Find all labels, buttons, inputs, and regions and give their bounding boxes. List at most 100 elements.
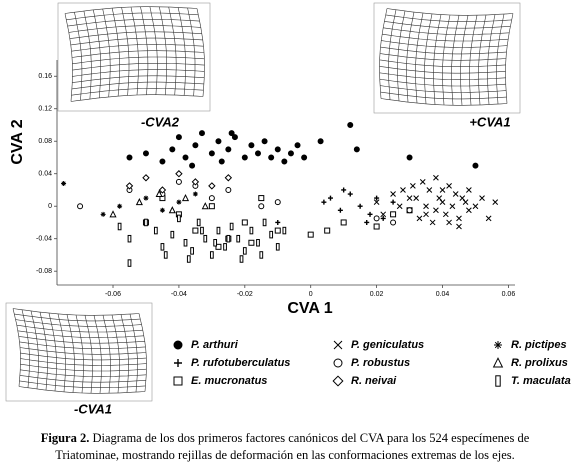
point bbox=[390, 191, 396, 197]
point bbox=[236, 234, 241, 243]
grid-line-deform bbox=[187, 7, 196, 97]
point bbox=[218, 158, 225, 165]
point bbox=[169, 146, 176, 153]
point bbox=[176, 199, 182, 205]
point bbox=[144, 218, 148, 227]
point bbox=[294, 142, 301, 149]
point bbox=[170, 230, 175, 239]
caption-text: Diagrama de los dos primeros factores ca… bbox=[92, 431, 529, 445]
point bbox=[390, 219, 397, 226]
point bbox=[390, 199, 396, 205]
caption: Figura 2. Diagrama de los dos primeros f… bbox=[41, 431, 530, 445]
inset-label: -CVA2 bbox=[141, 114, 180, 129]
point bbox=[242, 247, 247, 255]
grid-line-deform bbox=[138, 313, 147, 392]
point bbox=[208, 182, 216, 190]
point bbox=[282, 226, 287, 235]
grid-line-deform bbox=[379, 59, 506, 67]
legend-label: E. mucronatus bbox=[191, 375, 267, 387]
point bbox=[449, 203, 456, 210]
point bbox=[77, 203, 84, 210]
point bbox=[208, 195, 215, 202]
point bbox=[143, 195, 149, 201]
caption-text: Triatominae, mostrando rejillas de defor… bbox=[55, 448, 514, 462]
point bbox=[160, 243, 165, 251]
point bbox=[301, 154, 308, 161]
grid-line-deform bbox=[129, 313, 138, 393]
point bbox=[373, 215, 380, 222]
point bbox=[353, 146, 360, 153]
point bbox=[321, 199, 327, 205]
legend-marker bbox=[333, 340, 343, 350]
point bbox=[341, 187, 347, 193]
point bbox=[357, 203, 363, 209]
point bbox=[254, 150, 261, 157]
point bbox=[258, 203, 265, 210]
x-tick-label: -0.06 bbox=[105, 291, 121, 298]
grid-line-deform bbox=[70, 94, 204, 102]
grid-line-deform bbox=[20, 369, 147, 377]
point bbox=[364, 219, 370, 225]
point bbox=[135, 198, 143, 206]
point bbox=[117, 203, 123, 209]
grid-line-deform bbox=[177, 7, 186, 96]
point bbox=[192, 191, 198, 197]
x-tick-label: 0.02 bbox=[370, 291, 384, 298]
point bbox=[213, 239, 218, 247]
legend-label: P. robustus bbox=[351, 357, 410, 369]
point bbox=[216, 226, 221, 235]
inset-label: +CVA1 bbox=[469, 114, 510, 129]
point bbox=[142, 150, 149, 157]
point bbox=[159, 158, 166, 165]
legend-marker bbox=[332, 375, 344, 387]
point bbox=[125, 182, 134, 190]
point bbox=[373, 223, 380, 230]
point bbox=[177, 214, 181, 223]
point bbox=[446, 183, 452, 189]
point bbox=[239, 255, 244, 263]
point bbox=[192, 142, 199, 149]
point bbox=[175, 178, 182, 185]
grid-line-deform bbox=[19, 375, 146, 383]
legend-label: R. neivai bbox=[351, 375, 397, 387]
point bbox=[109, 210, 117, 218]
point bbox=[275, 219, 281, 225]
point bbox=[181, 193, 190, 202]
point bbox=[327, 195, 333, 201]
legend-marker bbox=[174, 359, 182, 367]
legend-label: R. prolixus bbox=[511, 357, 568, 369]
legend-label: P. geniculatus bbox=[351, 339, 424, 351]
point bbox=[175, 170, 183, 178]
point bbox=[317, 138, 324, 145]
point bbox=[209, 251, 214, 259]
point bbox=[186, 255, 191, 263]
grid-line-deform bbox=[72, 69, 205, 77]
legend-marker bbox=[492, 357, 504, 368]
point bbox=[479, 195, 485, 201]
point bbox=[268, 154, 275, 161]
point bbox=[419, 178, 426, 185]
point bbox=[307, 231, 314, 238]
point bbox=[269, 230, 274, 239]
point bbox=[127, 259, 132, 267]
point bbox=[380, 215, 386, 221]
grid-line-deform bbox=[71, 88, 204, 96]
point bbox=[226, 234, 231, 243]
grid-line-deform bbox=[19, 380, 146, 388]
y-tick-label: -0.04 bbox=[36, 236, 52, 243]
point bbox=[168, 206, 176, 214]
grid-line-deform bbox=[487, 14, 496, 105]
legend-label: R. pictipes bbox=[511, 339, 567, 351]
point bbox=[439, 199, 446, 206]
point bbox=[466, 207, 472, 214]
point bbox=[462, 199, 469, 206]
point bbox=[380, 211, 387, 218]
legend-marker bbox=[494, 341, 502, 349]
point bbox=[228, 130, 235, 137]
point bbox=[229, 222, 234, 231]
point bbox=[208, 203, 215, 210]
point bbox=[256, 239, 260, 247]
point bbox=[324, 227, 331, 234]
point bbox=[248, 239, 255, 246]
